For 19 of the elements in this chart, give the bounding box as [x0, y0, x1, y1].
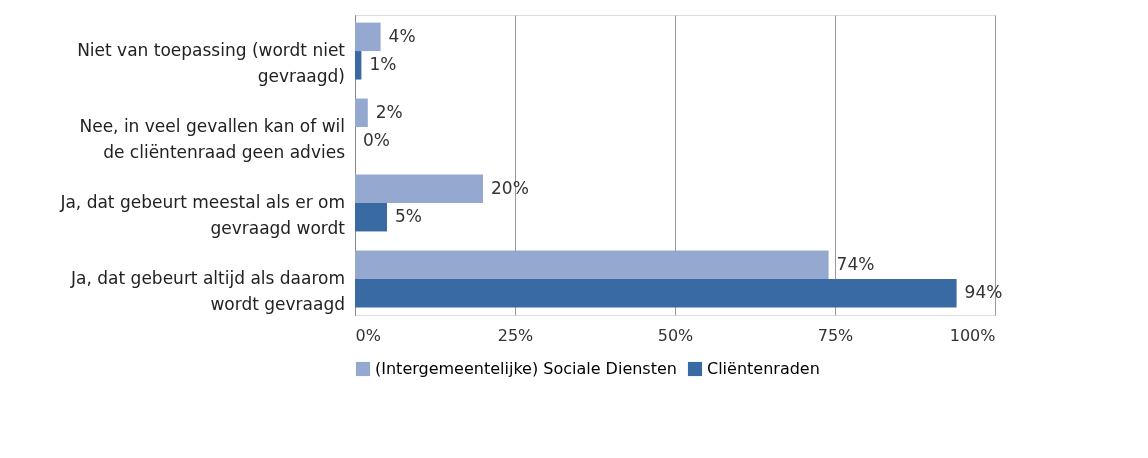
y-tick-label: Niet van toepassing (wordt niet gevraagd): [77, 40, 346, 87]
legend-label: Cliëntenraden: [707, 359, 820, 378]
x-tick-label: 0%: [355, 325, 381, 345]
y-tick-label: Ja, dat gebeurt altijd als daarom wordt gevraagd: [70, 267, 345, 314]
x-tick-label: 75%: [817, 325, 854, 345]
data-label: 2%: [375, 101, 403, 122]
x-tick-label: 50%: [657, 325, 694, 345]
data-label: 1%: [369, 54, 397, 75]
data-label: 0%: [363, 130, 390, 151]
y-tick-label: Nee, in veel gevallen kan of wil de cliëntenraad geen advies: [79, 116, 346, 163]
data-label: 20%: [491, 177, 529, 198]
legend-label: (Intergemeentelijke) Sociale Diensten: [375, 359, 677, 378]
data-label: 4%: [388, 25, 416, 46]
data-label: 74%: [836, 253, 875, 274]
data-label: 5%: [395, 206, 422, 227]
x-tick-label: 25%: [497, 325, 534, 345]
x-tick-label: 100%: [949, 325, 996, 345]
y-tick-label: Ja, dat gebeurt meestal als er om gevraagd wordt: [59, 191, 346, 238]
data-label: 94%: [964, 282, 1003, 303]
